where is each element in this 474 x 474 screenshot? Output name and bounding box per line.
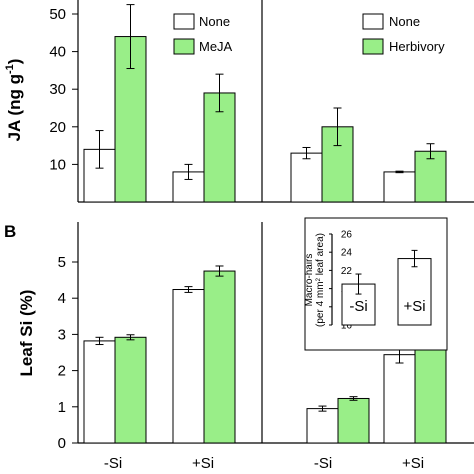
inset-bar-+Si xyxy=(397,258,432,326)
panel-b-left-bar--Si-treated xyxy=(114,336,147,444)
panel-b-x-tick-labels: -Si +Si -Si +Si xyxy=(104,455,424,472)
panel-b-right-bar--Si-treated xyxy=(337,397,370,444)
inset-bars: -Si +Si xyxy=(341,249,432,326)
panel-b-ytick-label: 0 xyxy=(58,435,66,452)
legend-label-meja: MeJA xyxy=(199,39,233,54)
panel-b-xtick-label: -Si xyxy=(314,455,332,472)
panel-b-ytick-label: 1 xyxy=(58,399,66,416)
legend-swatch-none xyxy=(173,13,195,30)
panel-b-right-bars xyxy=(306,333,447,444)
panel-a-ytick-label: 20 xyxy=(49,119,66,136)
panel-a-right-bar-+Si-treated xyxy=(414,150,447,203)
panel-a-right-bars xyxy=(290,107,447,203)
panel-a-left-bars xyxy=(83,4,236,203)
legend-label-none: None xyxy=(199,14,230,29)
panel-a-ytick-label: 50 xyxy=(49,6,66,23)
legend-swatch-meja xyxy=(173,38,195,55)
inset-ylabel-line2: (per 4 mm2 leaf area) xyxy=(315,233,326,327)
panel-b-left-bar-+Si-control xyxy=(172,289,205,444)
panel-b-ytick-label: 2 xyxy=(58,363,66,380)
inset-ytick-label: 22 xyxy=(341,266,353,277)
legend-label-herbivory: Herbivory xyxy=(389,39,445,54)
inset-bar-label: +Si xyxy=(403,298,425,315)
panel-b-left-bar--Si-control xyxy=(83,340,116,444)
panel-b-xtick-label: -Si xyxy=(104,455,122,472)
inset-ytick-label: 26 xyxy=(341,230,353,241)
panel-b-xtick-label: +Si xyxy=(402,455,424,472)
panel-a-right-bar--Si-control xyxy=(290,152,323,203)
panel-b-ytick-label: 5 xyxy=(58,254,66,271)
panel-b-xtick-label: +Si xyxy=(192,455,214,472)
legend-label-none-right: None xyxy=(389,14,420,29)
panel-a-right-bar-+Si-control xyxy=(383,171,416,203)
panel-b-ytick-label: 3 xyxy=(58,326,66,343)
legend-swatch-none-right xyxy=(362,13,384,30)
panel-b-left-bar-+Si-treated xyxy=(203,270,236,444)
panel-b-right-bar-+Si-control xyxy=(383,354,416,444)
legend-a-right: None Herbivory xyxy=(362,13,445,55)
inset-ytick-label: 16 xyxy=(341,321,353,332)
inset-ylabel-line1: Macro-hairs xyxy=(304,254,315,307)
panel-a-ytick-label: 40 xyxy=(49,44,66,61)
panel-b-right-bar-+Si-treated xyxy=(414,339,447,444)
inset-macro-hairs: Macro-hairs (per 4 mm2 leaf area) 161820… xyxy=(304,217,448,351)
panel-a: JA (ng g-1) 10 20 30 40 50 None MeJA None He… xyxy=(4,0,474,203)
inset-bar-label: -Si xyxy=(349,298,367,315)
panel-b-ytick-label: 4 xyxy=(58,290,66,307)
legend-a-left: None MeJA xyxy=(173,13,233,55)
panel-b-label: B xyxy=(4,222,16,241)
inset-ytick-label: 24 xyxy=(341,248,353,259)
panel-a-ytick-label: 30 xyxy=(49,81,66,98)
panel-b: B Leaf Si (%) 0 1 2 3 4 5 -Si +Si -Si +Si Macro-… xyxy=(4,217,474,472)
panel-a-ylabel: JA (ng g-1) xyxy=(4,59,24,142)
panel-a-left-ticks: 10 20 30 40 50 xyxy=(49,6,78,173)
panel-b-ylabel: Leaf Si (%) xyxy=(17,290,36,377)
panel-b-left-bars xyxy=(83,265,236,444)
legend-swatch-herbivory xyxy=(362,38,384,55)
panel-b-right-bar--Si-control xyxy=(306,408,339,444)
panel-a-ytick-label: 10 xyxy=(49,156,66,173)
panel-b-left-ticks: 0 1 2 3 4 5 xyxy=(58,254,78,452)
